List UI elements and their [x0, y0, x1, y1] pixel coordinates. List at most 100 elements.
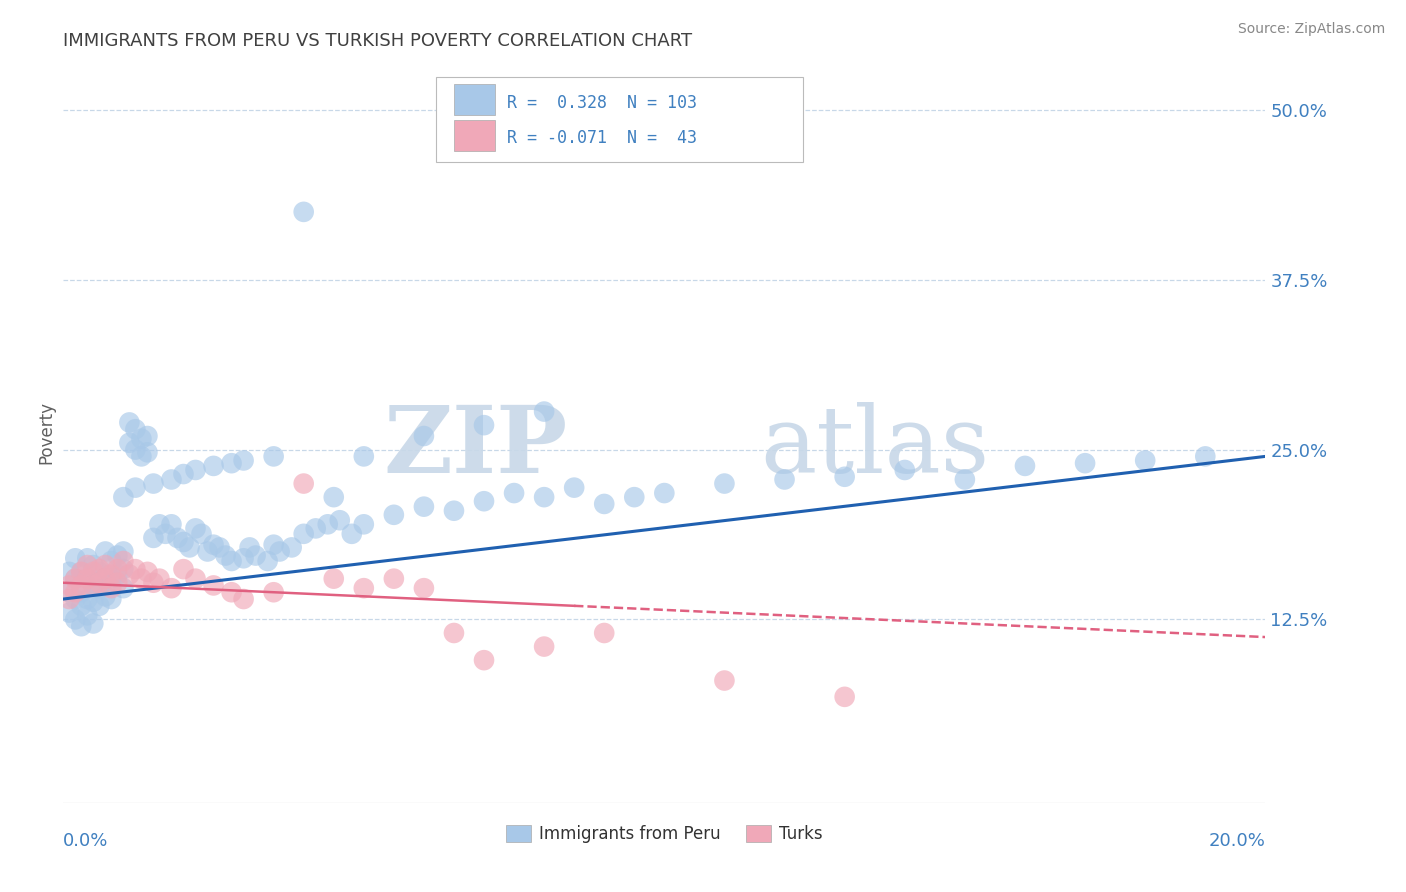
Text: 0.0%: 0.0%	[63, 832, 108, 850]
Point	[1014, 458, 1036, 473]
Point	[353, 517, 375, 532]
Point	[76, 572, 98, 586]
Point	[94, 590, 117, 604]
Point	[834, 690, 856, 704]
Point	[70, 565, 93, 579]
Point	[100, 567, 122, 582]
Text: ZIP: ZIP	[384, 402, 568, 492]
Point	[208, 541, 231, 555]
Point	[76, 558, 98, 572]
Point	[472, 494, 495, 508]
Point	[65, 592, 87, 607]
Point	[232, 551, 254, 566]
Point	[82, 578, 104, 592]
Point	[292, 476, 315, 491]
Point	[713, 673, 735, 688]
Point	[894, 463, 917, 477]
Point	[136, 429, 159, 443]
Point	[70, 619, 93, 633]
Point	[316, 517, 339, 532]
Point	[118, 567, 141, 582]
Point	[148, 517, 170, 532]
Point	[382, 508, 405, 522]
Point	[105, 562, 128, 576]
Point	[172, 535, 194, 549]
Point	[1135, 453, 1157, 467]
Point	[155, 526, 177, 541]
Point	[124, 562, 146, 576]
Point	[263, 585, 285, 599]
Point	[322, 572, 344, 586]
Point	[131, 572, 153, 586]
Point	[136, 445, 159, 459]
Point	[94, 572, 117, 586]
Point	[160, 473, 183, 487]
Point	[112, 490, 135, 504]
Y-axis label: Poverty: Poverty	[37, 401, 55, 464]
Point	[353, 581, 375, 595]
Point	[256, 554, 278, 568]
Point	[65, 572, 87, 586]
Point	[58, 565, 80, 579]
Point	[413, 581, 436, 595]
Point	[124, 442, 146, 457]
Point	[472, 653, 495, 667]
Point	[65, 551, 87, 566]
Point	[232, 453, 254, 467]
Point	[1074, 456, 1097, 470]
Point	[623, 490, 645, 504]
Point	[58, 592, 80, 607]
Point	[329, 513, 352, 527]
Legend: Immigrants from Peru, Turks: Immigrants from Peru, Turks	[499, 819, 830, 850]
Point	[65, 585, 87, 599]
Point	[202, 578, 225, 592]
Point	[82, 595, 104, 609]
Point	[100, 554, 122, 568]
Point	[269, 544, 291, 558]
Point	[533, 404, 555, 418]
Point	[58, 585, 80, 599]
Point	[82, 616, 104, 631]
Point	[100, 572, 122, 586]
Point	[263, 538, 285, 552]
Text: IMMIGRANTS FROM PERU VS TURKISH POVERTY CORRELATION CHART: IMMIGRANTS FROM PERU VS TURKISH POVERTY …	[63, 32, 692, 50]
Point	[232, 592, 254, 607]
Point	[179, 541, 201, 555]
Point	[413, 500, 436, 514]
Point	[89, 565, 111, 579]
Point	[100, 581, 122, 595]
Point	[160, 517, 183, 532]
Point	[94, 558, 117, 572]
Point	[443, 504, 465, 518]
Point	[70, 585, 93, 599]
Point	[280, 541, 302, 555]
Point	[112, 544, 135, 558]
Point	[142, 476, 165, 491]
Point	[190, 526, 212, 541]
Point	[773, 473, 796, 487]
Point	[89, 599, 111, 613]
Point	[340, 526, 363, 541]
Point	[118, 416, 141, 430]
Point	[834, 469, 856, 483]
Point	[124, 422, 146, 436]
Point	[65, 572, 87, 586]
Point	[142, 531, 165, 545]
Point	[70, 578, 93, 592]
Point	[713, 476, 735, 491]
Point	[136, 565, 159, 579]
Point	[94, 572, 117, 586]
Point	[82, 558, 104, 572]
Point	[184, 463, 207, 477]
Point	[94, 544, 117, 558]
Point	[76, 572, 98, 586]
Point	[105, 549, 128, 563]
Text: 20.0%: 20.0%	[1209, 832, 1265, 850]
Point	[112, 554, 135, 568]
Point	[131, 450, 153, 464]
Text: Source: ZipAtlas.com: Source: ZipAtlas.com	[1237, 22, 1385, 37]
Point	[118, 435, 141, 450]
Point	[221, 554, 243, 568]
Point	[148, 572, 170, 586]
Point	[89, 581, 111, 595]
